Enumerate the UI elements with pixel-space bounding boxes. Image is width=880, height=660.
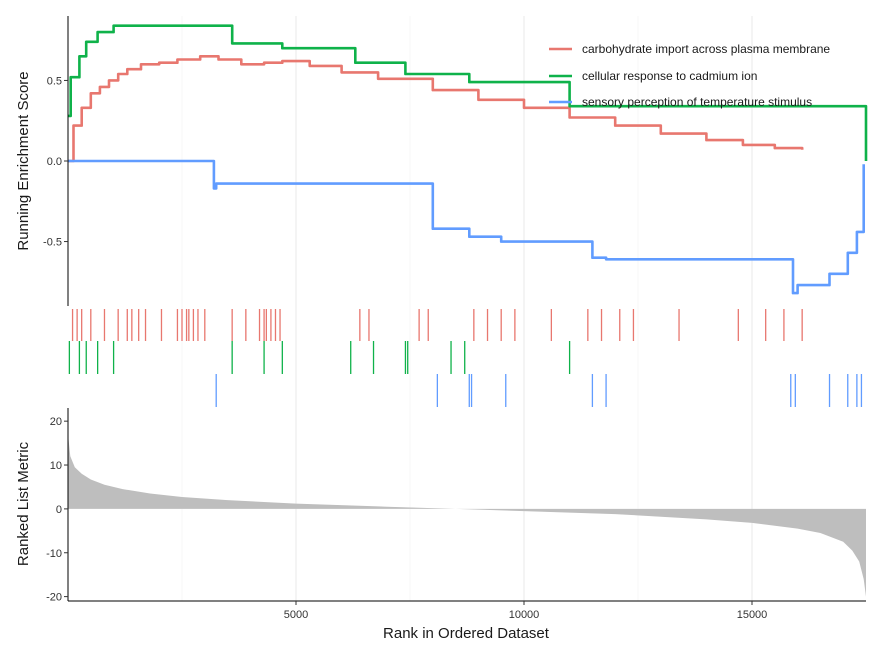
x-tick-label: 5000: [284, 609, 308, 621]
es-line-cadmium: [68, 24, 868, 161]
es-panel: 0.0 -0.5 0.5 Running Enrichment Score: [15, 16, 868, 306]
x-ticks: 5000 10000 15000: [284, 601, 768, 621]
es-line-carbohydrate: [68, 55, 804, 163]
hits-gridlines: [181, 306, 753, 408]
hit-marks: [68, 309, 863, 407]
metric-y-axis-title: Ranked List Metric: [15, 441, 32, 566]
metric-panel: 20 10 0 -10 -20 5000 10000 15000 Ranked List M…: [15, 408, 866, 621]
legend-item-carbohydrate: carbohydrate import across plasma membra…: [549, 42, 830, 56]
x-tick-label: 15000: [737, 609, 768, 621]
es-y-tick-label: -0.5: [43, 237, 62, 249]
es-gridlines: [181, 16, 753, 306]
metric-y-tick-label: -20: [46, 592, 62, 604]
ranked-metric-area: [68, 434, 866, 597]
hits-panel: [68, 306, 863, 408]
legend-label-temperature: sensory perception of temperature stimul…: [582, 95, 812, 109]
legend-item-temperature: sensory perception of temperature stimul…: [549, 95, 812, 109]
es-line-temperature: [68, 159, 865, 295]
es-y-tick-label: 0.0: [47, 156, 62, 168]
legend-label-cadmium: cellular response to cadmium ion: [582, 69, 757, 83]
metric-y-tick-label: 0: [56, 504, 62, 516]
metric-y-ticks: 20 10 0 -10 -20: [46, 416, 68, 604]
x-axis-title: Rank in Ordered Dataset: [383, 625, 550, 642]
metric-y-tick-label: 10: [50, 460, 62, 472]
metric-y-tick-label: -10: [46, 548, 62, 560]
es-y-ticks: 0.0 -0.5 0.5: [43, 75, 68, 249]
es-series-lines: [68, 24, 868, 295]
x-tick-label: 10000: [509, 609, 540, 621]
es-y-tick-label: 0.5: [47, 75, 62, 87]
legend-item-cadmium: cellular response to cadmium ion: [549, 69, 757, 83]
legend: carbohydrate import across plasma membra…: [549, 42, 830, 109]
metric-y-tick-label: 20: [50, 416, 62, 428]
es-y-axis-title: Running Enrichment Score: [15, 71, 32, 250]
legend-label-carbohydrate: carbohydrate import across plasma membra…: [582, 42, 830, 56]
